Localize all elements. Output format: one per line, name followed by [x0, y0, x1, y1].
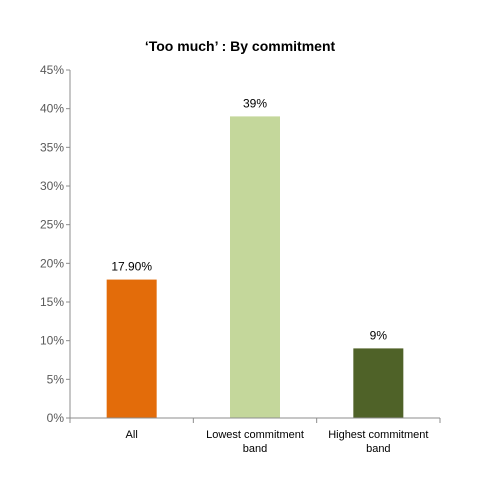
- data-label: 9%: [370, 328, 388, 342]
- x-category-label: Lowest commitment band: [206, 429, 304, 455]
- x-axis: All Lowest commitment band Highest commitme…: [69, 417, 441, 455]
- y-axis: 0% 5% 10% 15% 20% 25% 30% 35% 40% 45%: [40, 63, 71, 425]
- bar: [353, 348, 404, 418]
- data-label: 39%: [243, 96, 267, 110]
- data-labels: 17.90% 39% 9%: [111, 96, 387, 342]
- chart-title: ‘Too much’ : By commitment: [145, 38, 336, 54]
- data-label: 17.90%: [111, 260, 152, 274]
- y-tick-label: 10%: [40, 334, 64, 348]
- y-tick-label: 5%: [47, 372, 65, 386]
- x-category-label: Highest commitment band: [328, 429, 428, 455]
- y-tick-label: 45%: [40, 63, 64, 77]
- bar: [106, 279, 157, 418]
- y-tick-label: 20%: [40, 256, 64, 270]
- y-tick-label: 35%: [40, 140, 64, 154]
- y-tick-label: 25%: [40, 218, 64, 232]
- bar: [230, 116, 280, 419]
- y-tick-label: 30%: [40, 179, 64, 193]
- y-tick-label: 40%: [40, 102, 64, 116]
- y-tick-label: 15%: [40, 295, 64, 309]
- x-category-label: All: [126, 429, 138, 441]
- y-tick-label: 0%: [47, 411, 65, 425]
- bars: [106, 116, 404, 419]
